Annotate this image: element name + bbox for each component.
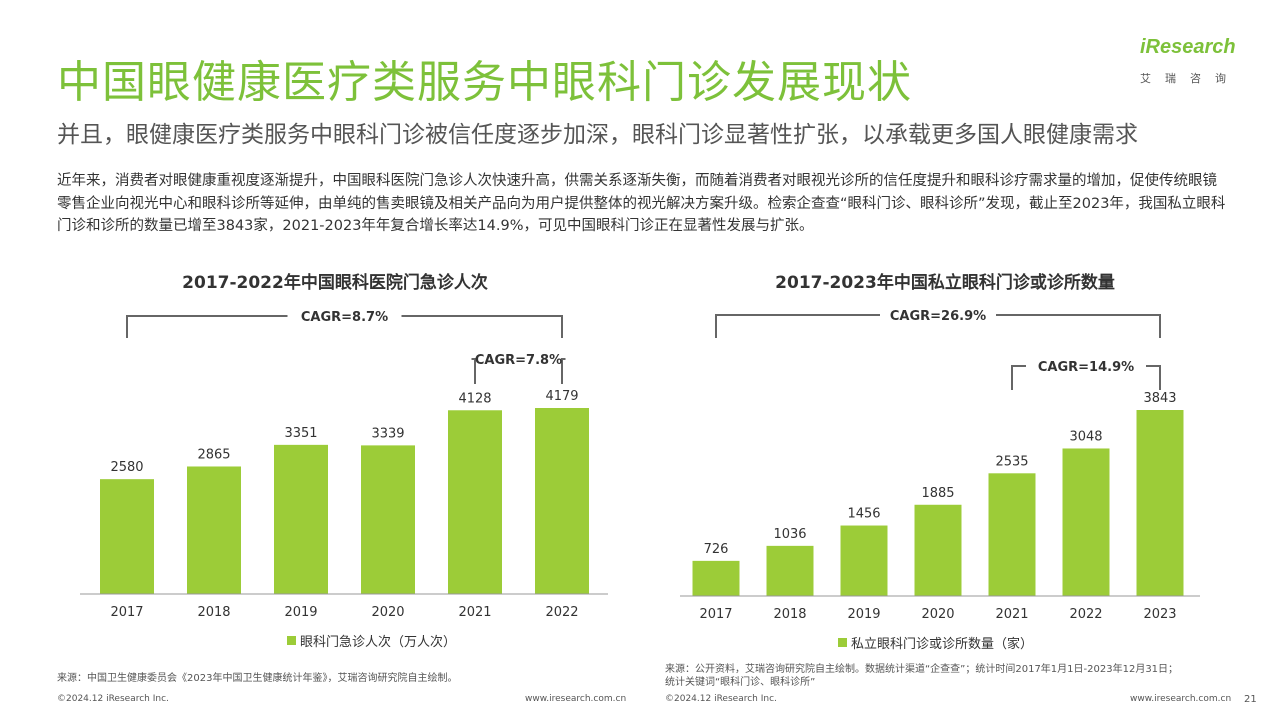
value-label-2022: 4179	[545, 389, 578, 404]
source-note-right-line2: 统计关键词“眼科门诊、眼科诊所”	[665, 677, 816, 688]
private-clinics-chart-svg: 2017-2023年中国私立眼科门诊或诊所数量 726 2017 1036 2018 14…	[680, 272, 1200, 652]
value-label-2019: 3351	[284, 426, 317, 441]
cagr-bracket-left-0	[715, 314, 880, 338]
x-tick-label-2022: 2022	[545, 605, 578, 620]
footer-url-left: www.iresearch.com.cn	[525, 694, 627, 704]
bar-2023	[1136, 410, 1184, 596]
value-label-2018: 2865	[197, 447, 230, 462]
footer-copyright-right: ©2024.12 iResearch Inc.	[665, 694, 777, 704]
x-tick-label-2022: 2022	[1069, 607, 1102, 622]
value-label-2023: 3843	[1143, 391, 1176, 406]
bar-2019	[274, 444, 328, 594]
private-clinics-chart: 2017-2023年中国私立眼科门诊或诊所数量 726 2017 1036 2018 14…	[660, 262, 1240, 666]
footer-url-right: www.iresearch.com.cn	[1130, 694, 1232, 704]
legend-swatch	[838, 638, 847, 647]
bar-2021	[448, 410, 502, 594]
cagr-bracket-right-0	[996, 314, 1161, 338]
x-tick-label-2020: 2020	[921, 607, 954, 622]
outpatient-visits-chart-svg: 2017-2022年中国眼科医院门急诊人次 2580 2017 2865 2018 335…	[80, 272, 608, 650]
x-tick-label-2023: 2023	[1143, 607, 1176, 622]
legend-label: 眼科门急诊人次（万人次）	[300, 634, 456, 650]
cagr-label-1: CAGR=7.8%	[475, 353, 562, 368]
cagr-bracket-left-1	[1011, 365, 1026, 390]
source-note-right-line1: 来源：公开资料，艾瑞咨询研究院自主绘制。数据统计渠道“企查查”；统计时间2017…	[665, 664, 1179, 675]
cagr-bracket-left-1	[471, 358, 476, 384]
bar-2020	[361, 445, 415, 594]
bar-2018	[187, 466, 241, 594]
x-tick-label-2019: 2019	[284, 605, 317, 620]
bar-2021	[988, 473, 1036, 596]
x-tick-label-2021: 2021	[458, 605, 491, 620]
value-label-2022: 3048	[1069, 429, 1102, 444]
page-title: 中国眼健康医疗类服务中眼科门诊发展现状	[57, 57, 912, 108]
value-label-2020: 3339	[371, 426, 404, 441]
bar-2017	[692, 560, 740, 596]
x-tick-label-2018: 2018	[197, 605, 230, 620]
chart-title: 2017-2022年中国眼科医院门急诊人次	[182, 272, 488, 293]
outpatient-visits-chart: 2017-2022年中国眼科医院门急诊人次 2580 2017 2865 2018 335…	[40, 262, 630, 666]
cagr-label-0: CAGR=26.9%	[890, 309, 986, 324]
x-tick-label-2018: 2018	[773, 607, 806, 622]
value-label-2020: 1885	[921, 486, 954, 501]
bar-2022	[535, 408, 589, 594]
cagr-bracket-left-0	[126, 315, 288, 338]
bar-2017	[100, 479, 154, 594]
source-note-right: 来源：公开资料，艾瑞咨询研究院自主绘制。数据统计渠道“企查查”；统计时间2017…	[665, 663, 1178, 689]
x-tick-label-2021: 2021	[995, 607, 1028, 622]
x-tick-label-2017: 2017	[699, 607, 732, 622]
bar-2020	[914, 504, 962, 596]
cagr-label-1: CAGR=14.9%	[1038, 360, 1134, 375]
bar-2022	[1062, 448, 1110, 596]
x-tick-label-2019: 2019	[847, 607, 880, 622]
logo-brand: iResearch	[1140, 36, 1236, 58]
value-label-2021: 4128	[458, 391, 491, 406]
cagr-bracket-right-1	[561, 358, 566, 384]
value-label-2019: 1456	[847, 507, 880, 522]
cagr-bracket-right-1	[1146, 365, 1161, 390]
x-tick-label-2020: 2020	[371, 605, 404, 620]
legend-swatch	[287, 636, 296, 645]
chart-title: 2017-2023年中国私立眼科门诊或诊所数量	[775, 272, 1115, 293]
value-label-2017: 2580	[110, 460, 143, 475]
source-note-left: 来源：中国卫生健康委员会《2023年中国卫生健康统计年鉴》，艾瑞咨询研究院自主绘…	[57, 673, 458, 684]
value-label-2018: 1036	[773, 527, 806, 542]
bar-2019	[840, 525, 888, 596]
cagr-label-0: CAGR=8.7%	[301, 310, 388, 325]
x-tick-label-2017: 2017	[110, 605, 143, 620]
summary-paragraph: 近年来，消费者对眼健康重视度逐渐提升，中国眼科医院门急诊人次快速升高，供需关系逐…	[57, 173, 1226, 234]
page-subtitle: 并且，眼健康医疗类服务中眼科门诊被信任度逐步加深，眼科门诊显著性扩张，以承载更多…	[57, 122, 1138, 148]
page-number: 21	[1244, 694, 1257, 705]
iresearch-logo: iResearch 艾瑞咨询	[1140, 36, 1252, 86]
footer-copyright-left: ©2024.12 iResearch Inc.	[57, 694, 169, 704]
value-label-2021: 2535	[995, 454, 1028, 469]
logo-sub: 艾瑞咨询	[1140, 72, 1240, 85]
legend-label: 私立眼科门诊或诊所数量（家）	[851, 636, 1033, 652]
bar-2018	[766, 545, 814, 596]
value-label-2017: 726	[704, 542, 729, 557]
cagr-bracket-right-0	[401, 315, 563, 338]
